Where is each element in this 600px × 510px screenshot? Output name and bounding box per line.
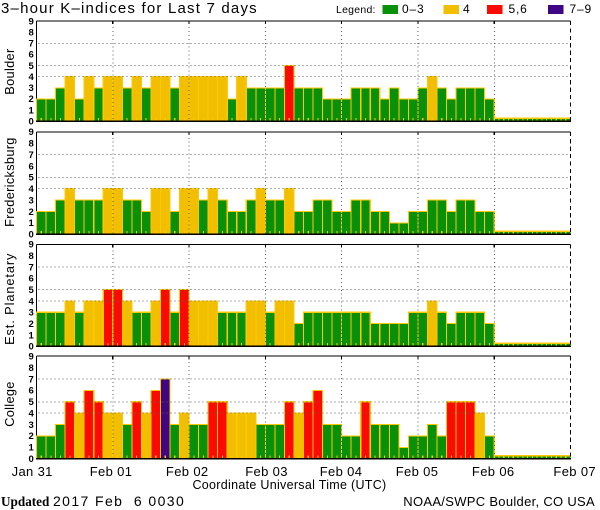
svg-text:5,6: 5,6	[509, 2, 528, 16]
svg-text:9: 9	[29, 240, 34, 251]
svg-text:Coordinate Universal Time (UTC: Coordinate Universal Time (UTC)	[192, 478, 386, 492]
svg-text:1: 1	[29, 105, 35, 116]
svg-text:4: 4	[29, 296, 35, 307]
svg-text:0: 0	[29, 117, 34, 128]
svg-text:4: 4	[463, 2, 470, 16]
svg-text:6: 6	[29, 50, 34, 61]
svg-text:Feb 05: Feb 05	[396, 464, 439, 479]
svg-text:8: 8	[29, 251, 34, 262]
svg-text:0: 0	[29, 454, 34, 465]
svg-text:NOAA/SWPC Boulder, CO USA: NOAA/SWPC Boulder, CO USA	[403, 494, 595, 509]
svg-text:5: 5	[29, 173, 35, 184]
svg-text:Legend:: Legend:	[336, 4, 376, 16]
svg-text:Boulder: Boulder	[2, 48, 17, 95]
svg-text:Feb 07: Feb 07	[553, 464, 596, 479]
svg-text:1: 1	[29, 218, 35, 229]
svg-text:1: 1	[29, 443, 35, 454]
svg-text:7: 7	[29, 262, 34, 273]
svg-text:Est. Planetary: Est. Planetary	[2, 253, 17, 345]
svg-text:5: 5	[29, 397, 35, 408]
svg-text:1: 1	[29, 330, 35, 341]
svg-text:2: 2	[29, 431, 34, 442]
svg-text:Updated: Updated	[1, 494, 50, 509]
svg-text:2: 2	[29, 207, 34, 218]
svg-text:2: 2	[29, 319, 34, 330]
svg-text:2: 2	[29, 94, 34, 105]
svg-text:3: 3	[29, 420, 34, 431]
svg-text:Feb 04: Feb 04	[320, 464, 363, 479]
svg-text:8: 8	[29, 363, 34, 374]
svg-text:4: 4	[29, 184, 35, 195]
svg-text:4: 4	[29, 72, 35, 83]
svg-text:College: College	[2, 381, 17, 427]
svg-text:6: 6	[29, 274, 34, 285]
svg-text:0: 0	[29, 230, 34, 241]
svg-text:7: 7	[29, 39, 34, 50]
svg-text:3: 3	[29, 195, 34, 206]
svg-text:Feb 02: Feb 02	[166, 464, 209, 479]
svg-text:3–hour K–indices for Last 7 da: 3–hour K–indices for Last 7 days	[1, 0, 258, 17]
svg-text:9: 9	[29, 352, 34, 363]
svg-text:2017 Feb 6 0030: 2017 Feb 6 0030	[53, 493, 185, 509]
svg-text:8: 8	[29, 27, 34, 38]
svg-text:Jan 31: Jan 31	[12, 464, 53, 479]
svg-text:6: 6	[29, 386, 34, 397]
svg-text:3: 3	[29, 83, 34, 94]
svg-text:0: 0	[29, 342, 34, 353]
svg-text:9: 9	[29, 127, 34, 138]
svg-text:8: 8	[29, 138, 34, 149]
svg-text:Feb 03: Feb 03	[245, 464, 288, 479]
svg-text:5: 5	[29, 61, 35, 72]
svg-text:Feb 06: Feb 06	[472, 464, 515, 479]
svg-text:Feb 01: Feb 01	[90, 464, 133, 479]
svg-text:7: 7	[29, 150, 34, 161]
svg-text:4: 4	[29, 408, 35, 419]
svg-text:7–9: 7–9	[570, 2, 592, 16]
svg-text:0–3: 0–3	[402, 2, 424, 16]
svg-text:6: 6	[29, 161, 34, 172]
svg-text:9: 9	[29, 16, 34, 27]
svg-text:3: 3	[29, 308, 34, 319]
svg-text:5: 5	[29, 285, 35, 296]
svg-text:7: 7	[29, 374, 34, 385]
svg-text:Fredericksburg: Fredericksburg	[2, 137, 17, 227]
